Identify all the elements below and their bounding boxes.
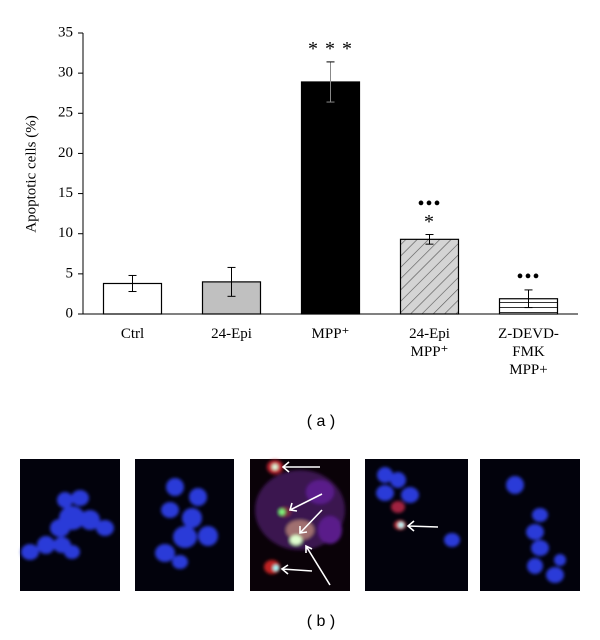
y-axis-label: Apoptotic cells (%)	[23, 115, 39, 232]
bar	[399, 238, 460, 315]
y-tick-label: 20	[58, 145, 73, 161]
y-tick-label: 5	[66, 265, 74, 281]
x-tick-label: Ctrl	[120, 326, 145, 342]
x-tick-label: 24-Epi	[211, 326, 252, 342]
panel-label: ( b )	[306, 613, 336, 630]
bar	[300, 81, 361, 315]
significance-label: * * *	[308, 37, 353, 60]
y-tick-label: 25	[58, 105, 73, 121]
x-tick-label: MPP⁺	[311, 326, 350, 342]
significance-label: •••	[516, 265, 541, 288]
y-tick-label: 15	[58, 185, 73, 201]
y-tick-label: 30	[58, 65, 73, 81]
micrographs	[20, 459, 580, 591]
x-tick-label: Z-DEVD- FMK MPP+	[498, 326, 559, 378]
x-tick-label: 24-Epi MPP⁺	[409, 326, 450, 360]
y-tick-label: 10	[58, 225, 73, 241]
y-tick-label: 0	[66, 305, 74, 321]
significance-label: ••• *	[417, 192, 442, 233]
y-tick-label: 35	[58, 24, 73, 40]
panel-label: ( a )	[306, 413, 336, 430]
